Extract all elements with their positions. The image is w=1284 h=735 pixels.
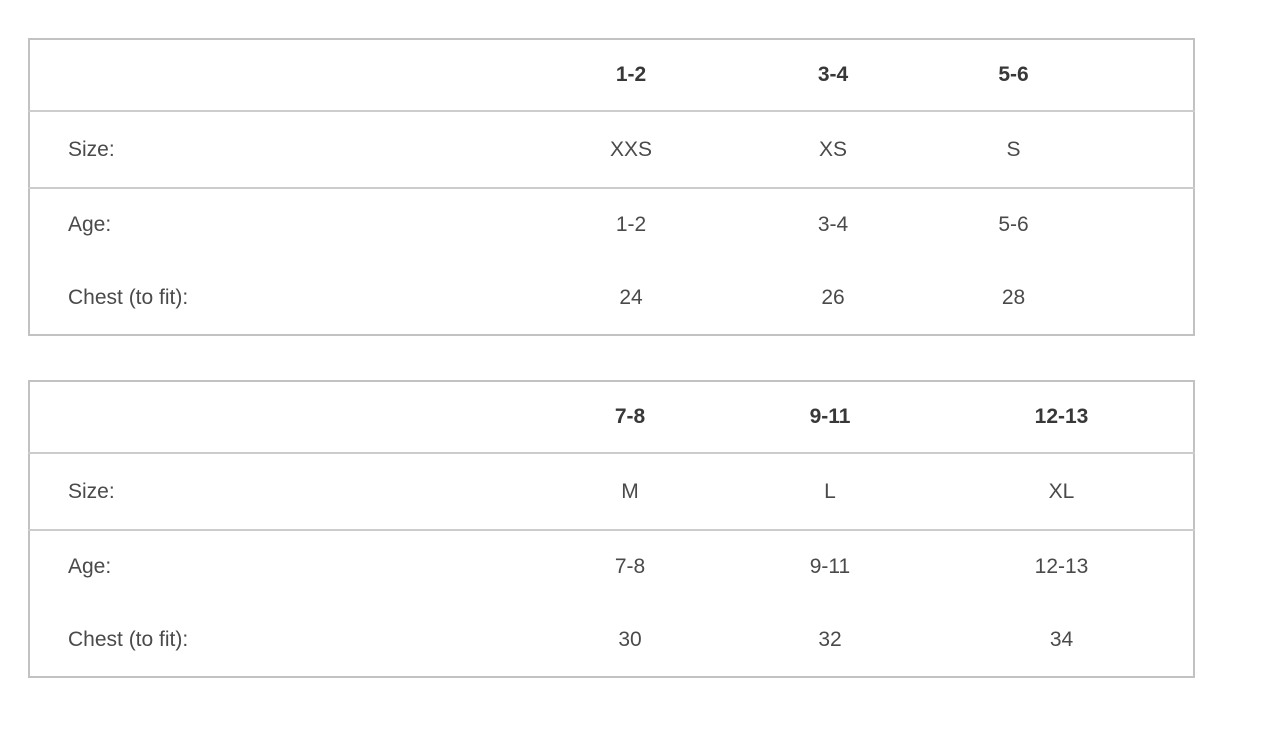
age-range-header: 1-2 <box>615 63 647 86</box>
header-row: 7-8 9-11 12-13 <box>29 381 1194 453</box>
row-label: Age: <box>68 213 112 236</box>
table-row: Age: 1-2 3-4 5-6 <box>29 188 1194 261</box>
age-range-header: 7-8 <box>614 405 646 428</box>
table-row: Size: M L XL <box>29 453 1194 530</box>
row-label: Size: <box>68 479 115 503</box>
value-cell: 12-13 <box>1034 555 1089 578</box>
value-cell: 34 <box>1049 627 1074 651</box>
age-range-header: 9-11 <box>809 405 851 428</box>
age-range-header: 12-13 <box>1034 405 1089 428</box>
size-chart-page: 1-2 3-4 5-6 Size: XXS XS S Age: 1-2 3-4 5-6 Chest (… <box>0 38 1284 735</box>
value-cell: 30 <box>618 627 642 651</box>
row-label: Size: <box>68 137 115 161</box>
value-cell: XS <box>818 137 847 161</box>
row-label: Chest (to fit): <box>68 285 189 309</box>
row-label: Age: <box>68 555 112 578</box>
value-cell: 5-6 <box>998 213 1029 236</box>
value-cell: L <box>824 479 836 503</box>
value-cell: 24 <box>619 285 643 309</box>
row-label: Chest (to fit): <box>68 627 189 651</box>
value-cell: 32 <box>818 627 842 651</box>
size-table-ages-7-13: 7-8 9-11 12-13 Size: M L XL Age: 7-8 9-11 12-13 Che… <box>28 380 1195 678</box>
table-row: Age: 7-8 9-11 12-13 <box>29 530 1194 603</box>
value-cell: XXS <box>609 137 653 161</box>
value-cell: 7-8 <box>614 555 646 578</box>
header-empty-cell <box>29 381 530 453</box>
table-row: Chest (to fit): 30 32 34 <box>29 603 1194 677</box>
table-row: Chest (to fit): 24 26 28 <box>29 261 1194 335</box>
value-cell: XL <box>1048 479 1075 503</box>
header-row: 1-2 3-4 5-6 <box>29 39 1194 111</box>
header-empty-cell <box>29 39 530 111</box>
value-cell: M <box>621 479 639 503</box>
age-range-header: 5-6 <box>998 63 1029 86</box>
value-cell: 26 <box>821 285 845 309</box>
table-row: Size: XXS XS S <box>29 111 1194 188</box>
value-cell: 9-11 <box>809 555 851 578</box>
value-cell: S <box>1006 137 1021 161</box>
age-range-header: 3-4 <box>817 63 849 86</box>
size-table-ages-1-6: 1-2 3-4 5-6 Size: XXS XS S Age: 1-2 3-4 5-6 Chest (… <box>28 38 1195 336</box>
value-cell: 28 <box>1001 285 1026 309</box>
value-cell: 3-4 <box>817 213 849 236</box>
value-cell: 1-2 <box>615 213 647 236</box>
